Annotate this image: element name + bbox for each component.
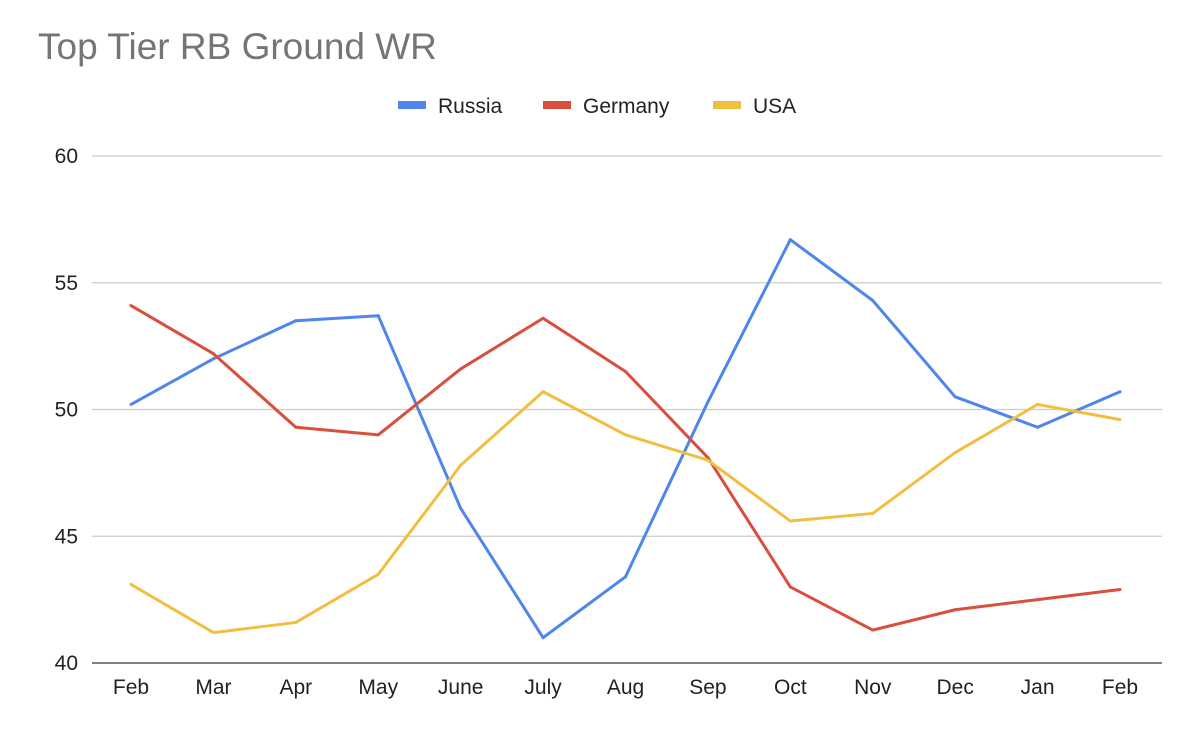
x-tick-label: Oct <box>774 676 807 699</box>
data-point-russia <box>706 400 710 404</box>
x-tick-label: Mar <box>195 676 231 699</box>
y-tick-label: 55 <box>55 272 78 295</box>
data-point-germany <box>1118 587 1122 591</box>
data-point-usa <box>541 390 545 394</box>
legend-swatch-usa <box>713 101 741 109</box>
data-point-usa <box>953 451 957 455</box>
data-point-usa <box>129 582 133 586</box>
data-point-germany <box>211 352 215 356</box>
data-point-germany <box>953 608 957 612</box>
x-tick-label: Feb <box>1102 676 1138 699</box>
x-tick-label: Jan <box>1021 676 1055 699</box>
x-tick-label: Feb <box>113 676 149 699</box>
legend-swatch-russia <box>398 101 426 109</box>
data-point-germany <box>788 585 792 589</box>
legend-swatch-germany <box>543 101 571 109</box>
y-tick-label: 40 <box>55 652 78 675</box>
data-point-usa <box>376 572 380 576</box>
data-point-russia <box>459 506 463 510</box>
data-point-russia <box>129 402 133 406</box>
data-point-russia <box>541 636 545 640</box>
data-point-usa <box>1118 418 1122 422</box>
data-point-germany <box>129 304 133 308</box>
data-point-germany <box>459 367 463 371</box>
data-point-germany <box>376 433 380 437</box>
data-point-germany <box>871 628 875 632</box>
y-tick-label: 45 <box>55 525 78 548</box>
x-tick-label: June <box>438 676 484 699</box>
data-point-usa <box>788 519 792 523</box>
data-point-usa <box>294 620 298 624</box>
data-point-russia <box>1036 425 1040 429</box>
data-point-russia <box>1118 390 1122 394</box>
data-point-germany <box>541 316 545 320</box>
data-point-russia <box>294 319 298 323</box>
y-tick-label: 60 <box>55 145 78 168</box>
data-point-russia <box>376 314 380 318</box>
data-point-usa <box>1036 402 1040 406</box>
x-tick-label: Nov <box>854 676 892 699</box>
legend-label-russia: Russia <box>438 95 503 118</box>
data-point-russia <box>953 395 957 399</box>
data-point-usa <box>871 511 875 515</box>
y-tick-label: 50 <box>55 399 78 422</box>
legend-label-usa: USA <box>753 95 796 118</box>
data-point-usa <box>211 631 215 635</box>
x-tick-label: Dec <box>936 676 973 699</box>
legend-label-germany: Germany <box>583 95 670 118</box>
x-tick-label: July <box>524 676 562 699</box>
x-tick-label: Apr <box>279 676 312 699</box>
data-point-russia <box>871 298 875 302</box>
x-tick-label: Sep <box>689 676 726 699</box>
data-point-usa <box>624 433 627 437</box>
x-tick-label: May <box>358 676 398 699</box>
data-point-usa <box>706 458 710 462</box>
data-point-russia <box>624 575 627 579</box>
data-point-usa <box>459 463 463 467</box>
series-line-usa <box>130 390 1121 635</box>
x-tick-label: Aug <box>607 676 644 699</box>
data-point-germany <box>294 425 298 429</box>
data-point-germany <box>624 369 627 373</box>
chart-title: Top Tier RB Ground WR <box>38 26 437 67</box>
data-point-germany <box>1036 598 1040 602</box>
data-point-russia <box>211 357 215 361</box>
series-line-germany <box>130 304 1121 632</box>
data-point-russia <box>788 238 792 242</box>
